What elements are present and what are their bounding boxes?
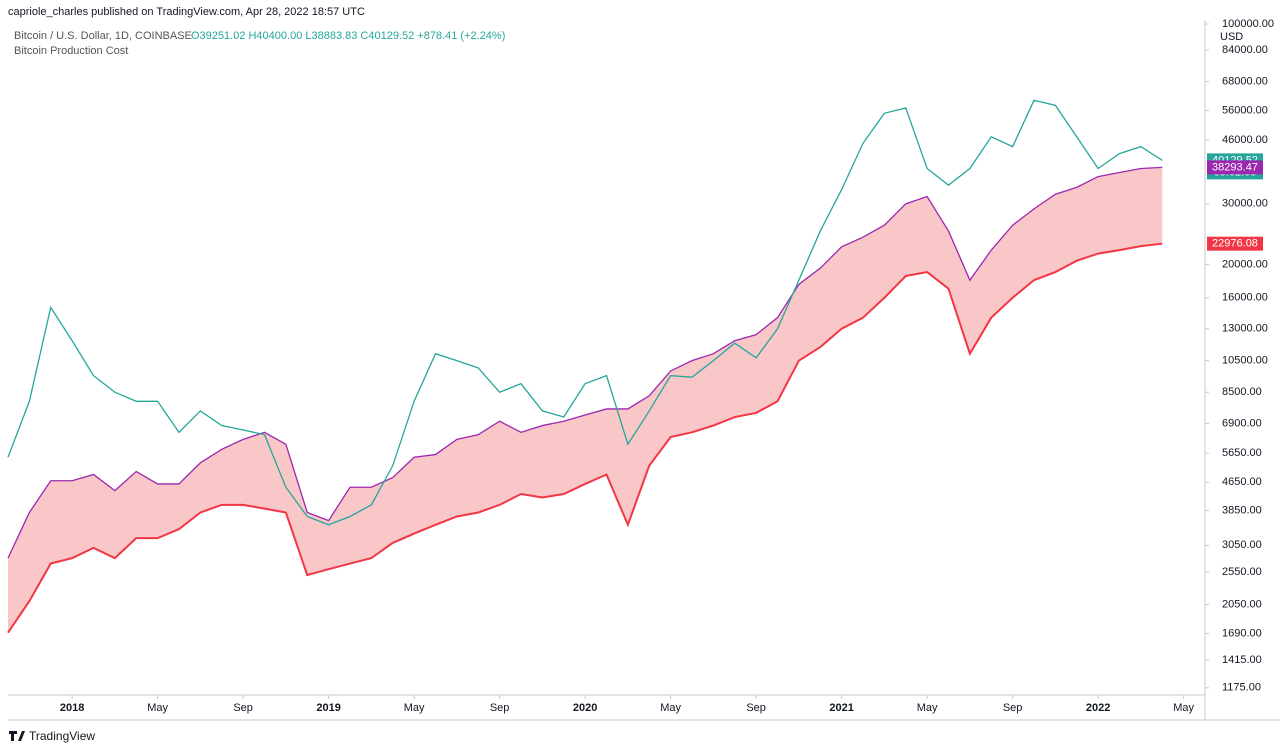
y-tick-label: 30000.00 (1222, 198, 1268, 210)
y-tick-label: 100000.00 (1222, 18, 1274, 30)
y-tick-label: 68000.00 (1222, 75, 1268, 87)
y-tick-label: 10500.00 (1222, 355, 1268, 367)
x-tick-label: May (660, 702, 681, 714)
x-tick-label: May (404, 702, 425, 714)
x-tick-label: Sep (233, 702, 253, 714)
x-tick-label: 2022 (1086, 702, 1110, 714)
y-tick-label: 1415.00 (1222, 654, 1262, 666)
cost-band (8, 167, 1163, 633)
indicator: Bitcoin Production Cost (14, 45, 128, 57)
price-label-bg (1207, 160, 1263, 175)
series-line (7, 99, 1163, 526)
x-tick-label: 2019 (316, 702, 340, 714)
y-tick-label: 3050.00 (1222, 539, 1262, 551)
footer: TradingView (29, 729, 95, 743)
series-line (7, 166, 1163, 559)
x-tick-label: Sep (1003, 702, 1023, 714)
x-tick-label: Sep (746, 702, 766, 714)
price-label: 38293.47 (1212, 161, 1258, 173)
currency: USD (1220, 31, 1243, 43)
symbol: Bitcoin / U.S. Dollar, 1D, COINBASE (14, 30, 192, 42)
x-tick-label: May (147, 702, 168, 714)
series-line (7, 242, 1163, 634)
y-tick-label: 6900.00 (1222, 417, 1262, 429)
x-tick-label: May (917, 702, 938, 714)
logo (9, 731, 25, 741)
price-label: 22976.08 (1212, 238, 1258, 250)
y-tick-label: 84000.00 (1222, 44, 1268, 56)
y-tick-label: 2550.00 (1222, 566, 1262, 578)
y-tick-label: 2050.00 (1222, 599, 1262, 611)
publisher: capriole_charles published on TradingVie… (8, 6, 365, 18)
y-tick-label: 56000.00 (1222, 105, 1268, 117)
x-tick-label: May (1173, 702, 1194, 714)
y-tick-label: 1175.00 (1222, 682, 1261, 694)
plot (7, 99, 1163, 634)
x-tick-label: 2018 (60, 702, 84, 714)
y-tick-label: 20000.00 (1222, 258, 1268, 270)
x-tick-label: Sep (490, 702, 510, 714)
x-tick-label: 2021 (829, 702, 853, 714)
ohlc: O39251.02 H40400.00 L38883.83 C40129.52 … (191, 30, 505, 42)
y-tick-label: 1690.00 (1222, 627, 1262, 639)
y-tick-label: 4650.00 (1222, 476, 1262, 488)
y-tick-label: 5650.00 (1222, 447, 1262, 459)
price-label-bg (1207, 236, 1263, 251)
y-tick-label: 8500.00 (1222, 386, 1262, 398)
y-tick-label: 46000.00 (1222, 134, 1268, 146)
y-tick-label: 16000.00 (1222, 292, 1268, 304)
x-tick-label: 2020 (573, 702, 597, 714)
y-tick-label: 13000.00 (1222, 323, 1268, 335)
y-tick-label: 3850.00 (1222, 504, 1262, 516)
